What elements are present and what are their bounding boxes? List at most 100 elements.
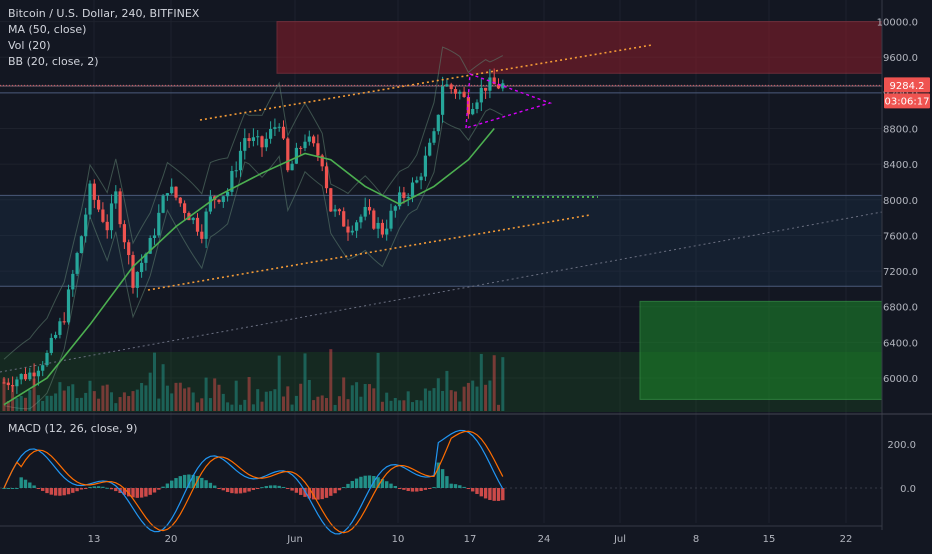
macd-histogram-bar bbox=[131, 488, 135, 498]
candle-body bbox=[329, 188, 333, 212]
volume-bar bbox=[101, 385, 105, 411]
macd-histogram-bar bbox=[191, 474, 195, 488]
volume-bar bbox=[363, 383, 367, 411]
volume-bar bbox=[110, 392, 113, 411]
macd-histogram-bar bbox=[324, 488, 329, 498]
volume-bar bbox=[419, 400, 423, 411]
candle-body bbox=[281, 126, 286, 139]
volume-bar bbox=[49, 395, 53, 411]
macd-histogram-bar bbox=[462, 486, 466, 488]
candle-body bbox=[174, 186, 178, 198]
macd-histogram-bar bbox=[114, 488, 118, 492]
indicator-ma[interactable]: MA (50, close) bbox=[8, 23, 87, 36]
volume-bar bbox=[497, 404, 500, 411]
price-tick-label: 8000.0 bbox=[883, 196, 918, 207]
candle-body bbox=[109, 203, 114, 231]
price-tick-label: 7600.0 bbox=[883, 231, 918, 242]
volume-bar bbox=[376, 352, 380, 411]
candle-body bbox=[238, 150, 243, 171]
volume-bar bbox=[372, 388, 376, 411]
candle-body bbox=[324, 166, 329, 189]
volume-bar bbox=[251, 404, 255, 411]
exchange-label: BITFINEX bbox=[149, 7, 200, 20]
candle-body bbox=[183, 203, 187, 214]
volume-bar bbox=[389, 400, 393, 411]
volume-bar bbox=[127, 396, 131, 411]
volume-bar bbox=[234, 380, 238, 411]
macd-histogram-bar bbox=[483, 488, 488, 499]
volume-bar bbox=[342, 377, 346, 411]
volume-bar bbox=[368, 384, 371, 411]
macd-histogram-bar bbox=[389, 483, 393, 488]
macd-histogram-bar bbox=[200, 477, 204, 488]
macd-histogram-bar bbox=[109, 488, 114, 490]
macd-histogram-bar bbox=[316, 488, 320, 500]
candle-body bbox=[286, 138, 290, 171]
volume-bar bbox=[294, 395, 298, 411]
macd-histogram-bar bbox=[290, 488, 294, 491]
volume-bar bbox=[105, 384, 109, 411]
candle-body bbox=[350, 230, 354, 233]
candle-body bbox=[488, 77, 492, 91]
price-tick-label: 8400.0 bbox=[883, 160, 918, 171]
volume-bar bbox=[36, 395, 40, 411]
macd-histogram-bar bbox=[247, 488, 251, 492]
candle-body bbox=[372, 210, 376, 229]
countdown-label: 03:06:17 bbox=[885, 96, 930, 107]
candle-body bbox=[157, 212, 161, 236]
time-tick-label: 22 bbox=[840, 534, 853, 545]
indicator-bb[interactable]: BB (20, close, 2) bbox=[8, 55, 99, 68]
candle-body bbox=[230, 171, 234, 192]
macd-histogram-bar bbox=[195, 476, 200, 488]
macd-histogram-bar bbox=[458, 485, 462, 488]
candle-body bbox=[6, 382, 10, 386]
macd-legend[interactable]: MACD (12, 26, close, 9) bbox=[8, 422, 138, 435]
candle-body bbox=[432, 131, 436, 143]
macd-histogram-bar bbox=[303, 488, 307, 497]
candle-body bbox=[191, 217, 195, 221]
macd-histogram-bar bbox=[101, 486, 105, 488]
macd-histogram-bar bbox=[6, 488, 10, 489]
volume-bar bbox=[380, 401, 384, 411]
volume-bar bbox=[320, 395, 324, 411]
candle-body bbox=[131, 255, 135, 288]
volume-bar bbox=[144, 385, 148, 411]
volume-bar bbox=[148, 372, 152, 411]
candle-body bbox=[484, 87, 488, 91]
macd-histogram-bar bbox=[135, 488, 139, 498]
macd-histogram-bar bbox=[251, 488, 256, 491]
volume-bar bbox=[71, 384, 75, 411]
volume-bar bbox=[260, 401, 264, 411]
candle-body bbox=[410, 182, 415, 197]
macd-histogram-bar bbox=[41, 488, 45, 491]
volume-bar bbox=[307, 379, 311, 411]
macd-histogram-bar bbox=[329, 488, 333, 496]
candle-body bbox=[49, 337, 53, 353]
macd-histogram-bar bbox=[311, 488, 316, 500]
price-tick-label: 6400.0 bbox=[883, 338, 918, 349]
macd-histogram-bar bbox=[19, 477, 23, 488]
macd-histogram-bar bbox=[273, 485, 277, 488]
candle-body bbox=[479, 87, 483, 103]
indicator-vol[interactable]: Vol (20) bbox=[8, 39, 51, 52]
candle-body bbox=[105, 221, 109, 231]
volume-bar bbox=[333, 404, 337, 411]
support-zone bbox=[639, 300, 883, 400]
volume-bar bbox=[402, 400, 406, 411]
macd-histogram-bar bbox=[105, 487, 109, 489]
macd-histogram-bar bbox=[260, 487, 264, 489]
candle-body bbox=[75, 253, 79, 274]
price-tick-label: 7200.0 bbox=[883, 267, 918, 278]
candle-body bbox=[445, 84, 449, 87]
macd-histogram-bar bbox=[28, 482, 32, 488]
macd-histogram-bar bbox=[410, 488, 415, 492]
macd-histogram-bar bbox=[213, 485, 217, 488]
macd-histogram-bar bbox=[346, 483, 350, 488]
macd-histogram-bar bbox=[277, 485, 281, 488]
volume-bar bbox=[466, 382, 470, 411]
symbol-title: Bitcoin / U.S. Dollar, 240, BITFINEX bbox=[8, 7, 200, 20]
volume-bar bbox=[290, 404, 294, 411]
